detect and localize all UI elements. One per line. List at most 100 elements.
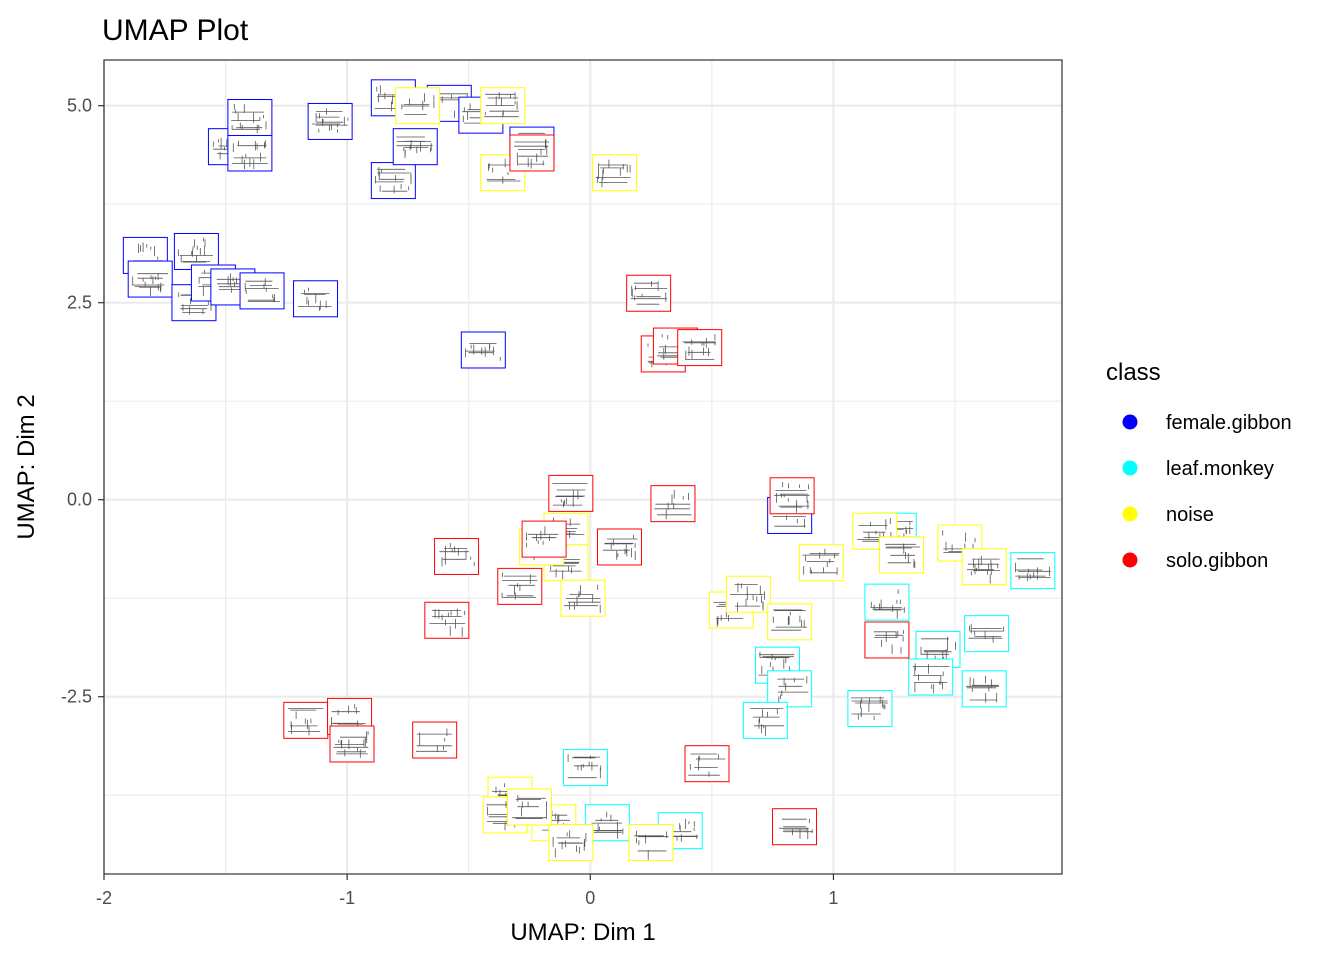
point-noise-11 xyxy=(767,603,813,641)
thumbnail-frame xyxy=(626,274,672,312)
point-solo-gibbon-6 xyxy=(650,485,696,523)
legend-label: noise xyxy=(1166,504,1214,526)
point-leaf-monkey-4 xyxy=(1010,552,1056,590)
y-tick-label: 5.0 xyxy=(67,96,92,116)
thumbnail-frame xyxy=(412,721,458,759)
point-solo-gibbon-1 xyxy=(626,274,672,312)
point-noise-12 xyxy=(798,544,844,582)
thumbnail-frame xyxy=(592,154,638,192)
thumbnail-frame xyxy=(908,658,954,696)
spectrogram-texture xyxy=(311,108,349,133)
thumbnail-frame xyxy=(283,701,329,739)
y-tick-label: 2.5 xyxy=(67,293,92,313)
point-female-gibbon-7 xyxy=(370,162,416,200)
spectrogram-texture xyxy=(333,731,369,758)
y-tick-label: -2.5 xyxy=(61,687,92,707)
spectrogram-texture xyxy=(132,272,169,297)
spectrogram-texture xyxy=(375,167,412,194)
point-leaf-monkey-10 xyxy=(742,701,788,739)
y-axis: -2.5 0.0 2.5 5.0 xyxy=(61,96,104,707)
point-female-gibbon-3 xyxy=(307,102,353,140)
legend-item-leaf-monkey: leaf.monkey xyxy=(1122,458,1274,480)
spectrogram-texture xyxy=(232,140,268,170)
point-female-gibbon-17 xyxy=(293,280,339,318)
x-tick-label: 0 xyxy=(585,888,595,908)
point-noise-14 xyxy=(937,524,983,562)
thumbnail-frame xyxy=(562,749,608,787)
point-noise-0 xyxy=(480,87,526,125)
thumbnail-frame xyxy=(769,477,815,515)
spectrogram-texture xyxy=(401,93,435,115)
point-leaf-monkey-5 xyxy=(908,658,954,696)
spectrogram-texture xyxy=(465,343,501,361)
point-solo-gibbon-15 xyxy=(412,721,458,759)
legend-item-female-gibbon: female.gibbon xyxy=(1122,412,1292,434)
point-female-gibbon-1 xyxy=(227,134,273,172)
thumbnail-frame xyxy=(961,670,1007,708)
spectrogram-texture xyxy=(429,608,466,637)
point-noise-7 xyxy=(560,579,606,617)
point-noise-21 xyxy=(507,788,553,826)
legend-item-solo-gibbon: solo.gibbon xyxy=(1122,550,1268,572)
point-solo-gibbon-10 xyxy=(434,537,480,575)
spectrogram-texture xyxy=(682,334,717,360)
point-solo-gibbon-9 xyxy=(497,567,543,605)
point-solo-gibbon-4 xyxy=(677,329,723,367)
legend-title: class xyxy=(1106,359,1161,386)
legend-label: solo.gibbon xyxy=(1166,550,1268,572)
thumbnail-frame xyxy=(548,474,594,512)
thumbnail-frame xyxy=(370,162,416,200)
point-noise-20 xyxy=(628,823,674,861)
spectrogram-texture xyxy=(512,795,547,819)
legend-entries: female.gibbon leaf.monkey noise solo.gibbon xyxy=(1122,412,1292,572)
spectrogram-texture xyxy=(602,534,638,560)
spectrogram-texture xyxy=(501,572,538,600)
legend-label: female.gibbon xyxy=(1166,412,1292,434)
spectrogram-texture xyxy=(654,490,692,520)
point-female-gibbon-11 xyxy=(127,260,173,298)
spectrogram-texture xyxy=(967,555,1001,584)
spectrogram-texture xyxy=(484,92,519,118)
thumbnail-frame xyxy=(521,520,567,558)
point-noise-3 xyxy=(592,154,638,192)
thumbnail-frame xyxy=(596,528,642,566)
thumbnail-frame xyxy=(964,615,1010,653)
point-leaf-monkey-3 xyxy=(964,615,1010,653)
spectrogram-texture xyxy=(870,589,905,619)
spectrogram-texture xyxy=(912,663,950,694)
x-axis: -2 -1 0 1 xyxy=(96,874,838,908)
thumbnail-frame xyxy=(173,232,219,270)
spectrogram-texture xyxy=(288,708,324,736)
point-leaf-monkey-11 xyxy=(562,749,608,787)
point-solo-gibbon-11 xyxy=(424,601,470,639)
thumbnail-frame xyxy=(879,536,925,574)
spectrogram-texture xyxy=(771,609,808,631)
point-leaf-monkey-7 xyxy=(847,690,893,728)
spectrogram-texture xyxy=(552,483,588,508)
point-noise-10 xyxy=(725,575,771,613)
spectrogram-texture xyxy=(1015,558,1051,582)
spectrogram-texture xyxy=(802,548,840,575)
point-female-gibbon-8 xyxy=(392,128,438,166)
spectrogram-texture xyxy=(634,830,669,860)
thumbnail-frame xyxy=(767,603,813,641)
thumbnail-frame xyxy=(392,128,438,166)
thumbnail-frame xyxy=(434,537,480,575)
point-solo-gibbon-16 xyxy=(684,745,730,783)
legend-key-dot xyxy=(1122,414,1138,430)
thumbnail-frame xyxy=(509,134,555,172)
spectrogram-texture xyxy=(298,287,332,311)
points-layer xyxy=(122,79,1056,861)
point-noise-15 xyxy=(961,548,1007,586)
spectrogram-texture xyxy=(630,281,668,305)
point-solo-gibbon-19 xyxy=(864,621,910,659)
point-solo-gibbon-0 xyxy=(509,134,555,172)
spectrogram-texture xyxy=(688,753,726,777)
thumbnail-frame xyxy=(961,548,1007,586)
y-tick-label: 0.0 xyxy=(67,490,92,510)
thumbnail-frame xyxy=(937,524,983,562)
thumbnail-frame xyxy=(864,583,910,621)
thumbnail-frame xyxy=(628,823,674,861)
point-solo-gibbon-8 xyxy=(596,528,642,566)
plot-panel-background xyxy=(104,60,1062,874)
